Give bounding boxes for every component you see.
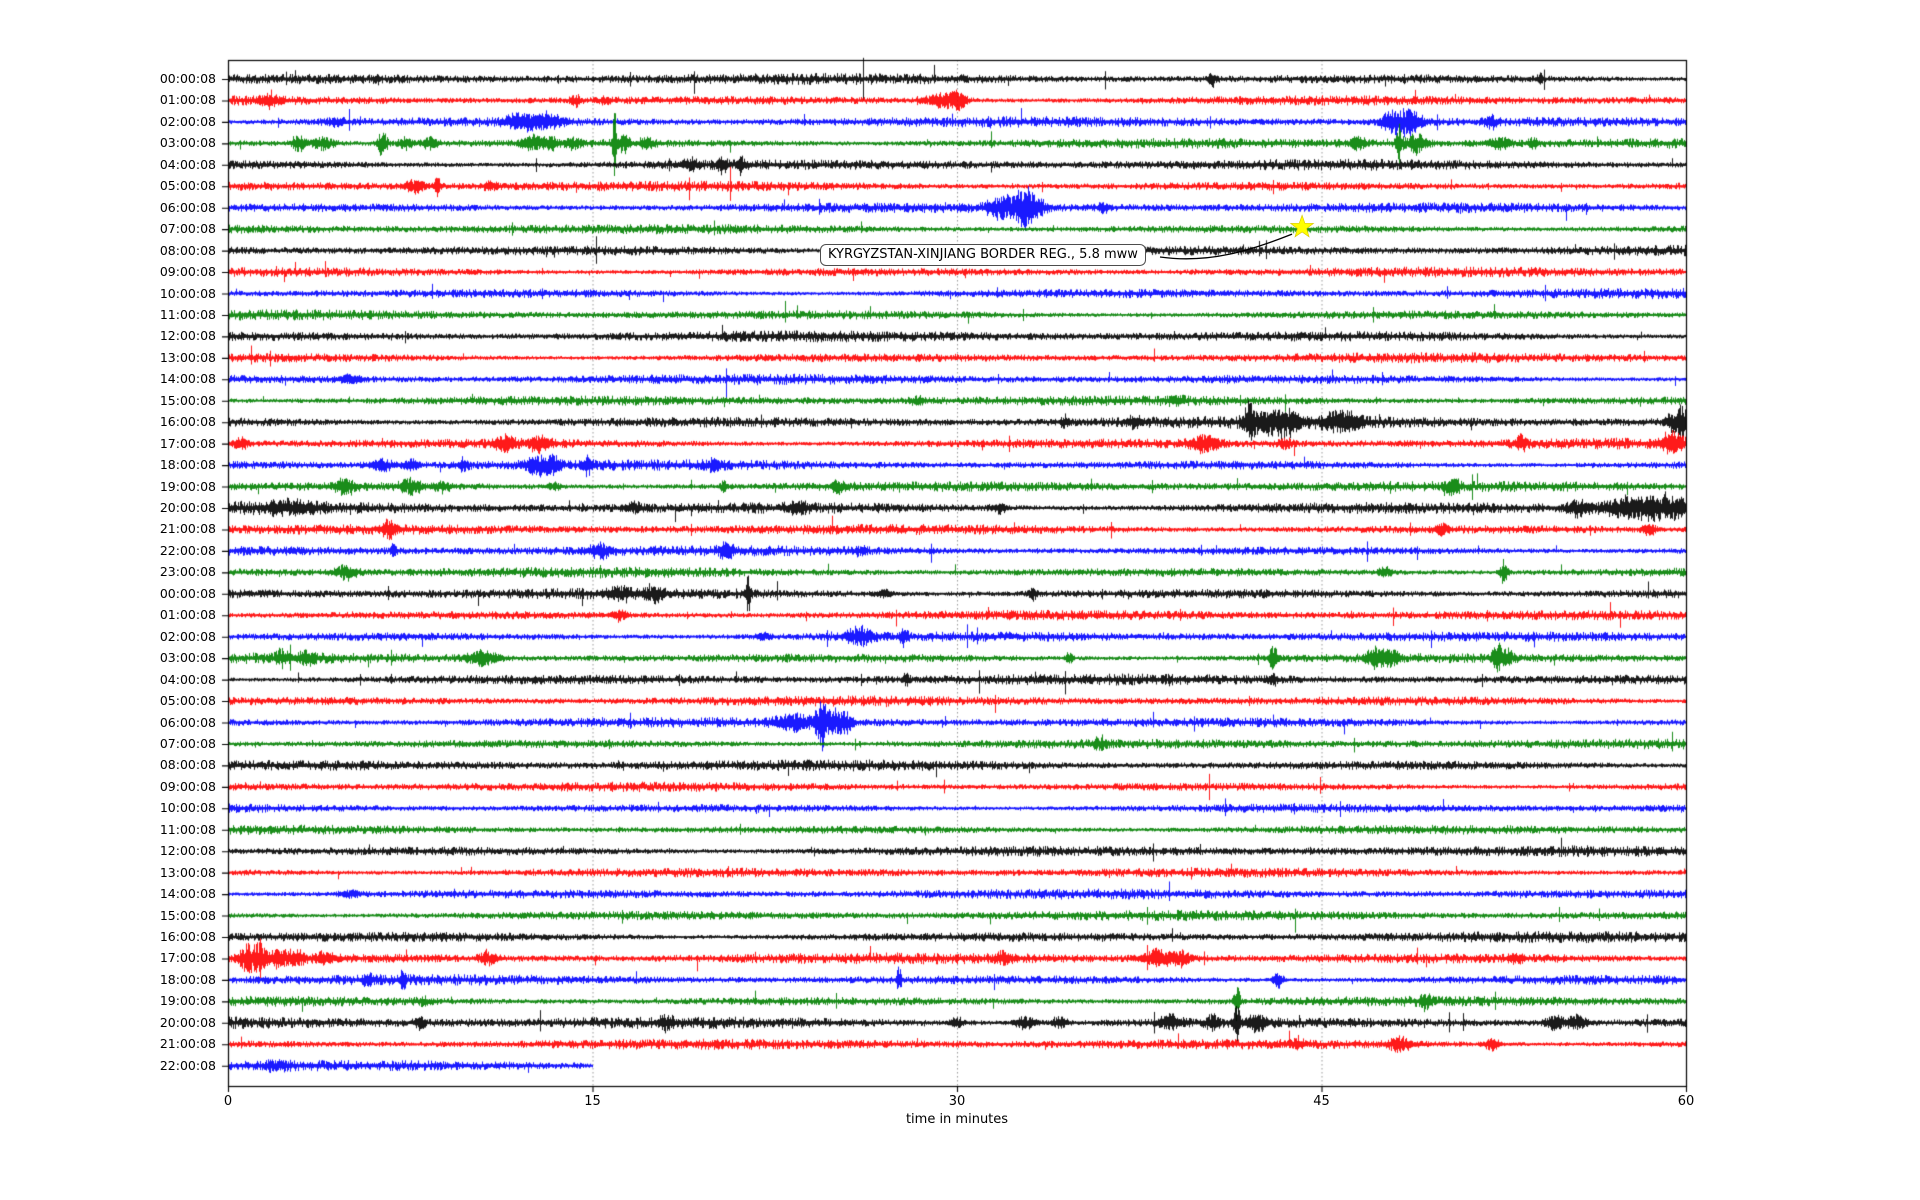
y-tick-label: 16:00:08 [159,414,216,430]
y-tick-label: 04:00:08 [159,156,216,172]
y-tick-label: 23:00:08 [159,564,216,580]
event-star-icon [1289,214,1315,238]
y-tick-label: 08:00:08 [159,757,216,773]
y-tick-label: 17:00:08 [159,435,216,451]
y-tick-label: 07:00:08 [159,221,216,237]
y-tick-label: 03:00:08 [159,650,216,666]
y-tick-label: 16:00:08 [159,929,216,944]
y-tick-label: 15:00:08 [159,392,216,408]
x-axis-title: time in minutes [905,1112,1009,1127]
y-tick-label: 18:00:08 [159,457,216,473]
x-tick-label: 60 [1677,1094,1695,1109]
y-tick-label: 10:00:08 [159,285,216,301]
y-tick-label: 21:00:08 [159,1036,216,1052]
y-tick-label: 04:00:08 [159,671,216,687]
event-annotation: KYRGYZSTAN-XINJIANG BORDER REG., 5.8 mww [820,244,1146,266]
y-tick-label: 09:00:08 [159,778,216,794]
y-tick-label: 06:00:08 [159,199,216,215]
y-tick-label: 12:00:08 [159,843,216,859]
y-tick-label: 15:00:08 [159,907,216,923]
y-tick-label: 05:00:08 [159,178,216,194]
y-tick-label: 13:00:08 [159,864,216,880]
y-tick-label: 19:00:08 [159,478,216,494]
y-tick-label: 22:00:08 [159,542,216,558]
y-tick-label: 02:00:08 [159,628,216,644]
y-tick-label: 22:00:08 [159,1057,216,1073]
x-tick-label: 0 [223,1094,233,1109]
y-tick-label: 20:00:08 [159,500,216,515]
y-tick-label: 20:00:08 [159,1014,216,1030]
y-tick-label: 00:00:08 [159,71,216,86]
y-tick-label: 07:00:08 [159,735,216,751]
x-tick-label: 15 [584,1094,601,1109]
y-tick-label: 18:00:08 [159,971,216,987]
y-tick-label: 17:00:08 [159,950,216,966]
y-tick-label: 08:00:08 [159,242,216,258]
y-tick-label: 00:00:08 [159,585,216,601]
x-tick-label: 30 [948,1094,966,1109]
y-tick-label: 11:00:08 [159,821,216,837]
y-tick-label: 12:00:08 [159,328,216,344]
y-tick-label: 09:00:08 [159,264,216,280]
y-tick-label: 10:00:08 [159,800,216,816]
y-tick-label: 01:00:08 [159,92,216,108]
y-tick-label: 06:00:08 [159,714,216,730]
y-tick-label: 02:00:08 [159,113,216,129]
y-tick-label: 11:00:08 [159,306,216,322]
y-tick-label: 01:00:08 [159,607,216,623]
y-tick-label: 05:00:08 [159,693,216,709]
x-tick-label: 45 [1313,1094,1330,1109]
y-tick-label: 03:00:08 [159,135,216,151]
y-tick-label: 13:00:08 [159,349,216,365]
y-tick-label: 19:00:08 [159,993,216,1009]
annotation-leader-line [1159,233,1293,260]
y-tick-label: 14:00:08 [159,371,216,387]
y-tick-label: 14:00:08 [159,886,216,902]
y-tick-label: 21:00:08 [159,521,216,537]
